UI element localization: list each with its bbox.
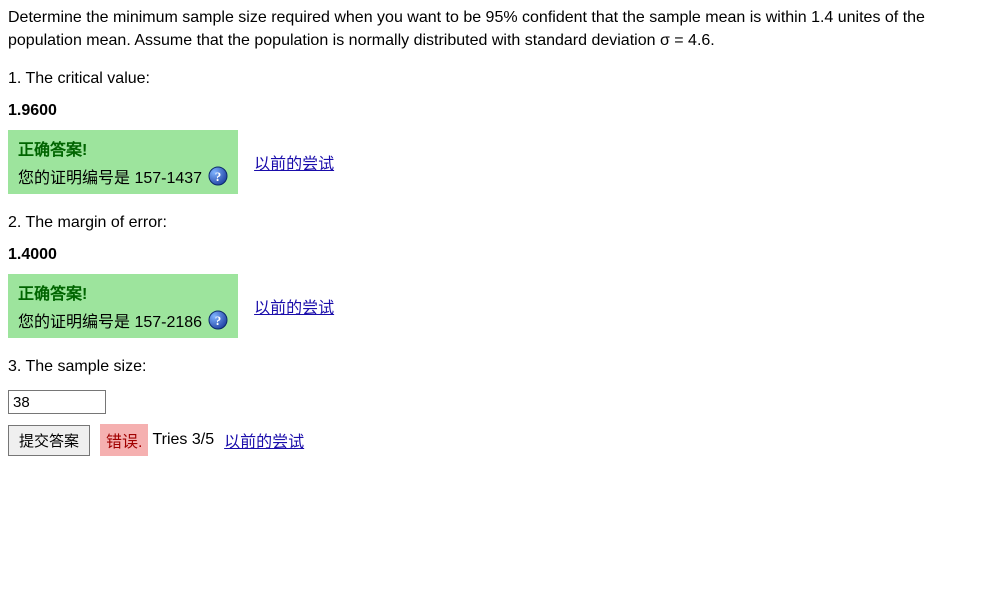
q1-receipt-number: 157-1437: [134, 170, 202, 187]
q1-receipt-text: 您的证明编号是 157-1437: [18, 164, 202, 188]
q1-label: 1. The critical value:: [8, 70, 976, 88]
q2-answer: 1.4000: [8, 246, 976, 264]
q2-receipt-row: 您的证明编号是 157-2186 ?: [18, 308, 228, 332]
q1-receipt-prefix: 您的证明编号是: [18, 170, 134, 187]
q2-correct-box: 正确答案! 您的证明编号是 157-2186 ?: [8, 274, 238, 338]
q2-previous-tries-link[interactable]: 以前的尝试: [254, 294, 334, 318]
q3-label: 3. The sample size:: [8, 358, 976, 376]
help-icon[interactable]: ?: [208, 166, 228, 186]
problem-statement: Determine the minimum sample size requir…: [8, 6, 976, 52]
q2-receipt-prefix: 您的证明编号是: [18, 314, 134, 331]
q2-receipt-text: 您的证明编号是 157-2186: [18, 308, 202, 332]
q2-correct-title: 正确答案!: [18, 280, 228, 304]
q1-feedback-row: 正确答案! 您的证明编号是 157-1437 ? 以前的尝试: [8, 130, 976, 194]
svg-text:?: ?: [215, 313, 222, 328]
q1-receipt-row: 您的证明编号是 157-1437 ?: [18, 164, 228, 188]
help-icon[interactable]: ?: [208, 310, 228, 330]
q3-previous-tries-link[interactable]: 以前的尝试: [224, 428, 304, 452]
q1-previous-tries-link[interactable]: 以前的尝试: [254, 150, 334, 174]
q1-answer: 1.9600: [8, 102, 976, 120]
q3-bottom-row: 提交答案 错误. Tries 3/5 以前的尝试: [8, 424, 976, 456]
q2-receipt-number: 157-2186: [134, 314, 202, 331]
svg-text:?: ?: [215, 169, 222, 184]
q3-answer-input[interactable]: [8, 390, 106, 414]
submit-button[interactable]: 提交答案: [8, 425, 90, 456]
q1-correct-title: 正确答案!: [18, 136, 228, 160]
q1-correct-box: 正确答案! 您的证明编号是 157-1437 ?: [8, 130, 238, 194]
q2-label: 2. The margin of error:: [8, 214, 976, 232]
q3-tries-text: Tries 3/5: [152, 431, 214, 449]
q2-feedback-row: 正确答案! 您的证明编号是 157-2186 ? 以前的尝试: [8, 274, 976, 338]
q3-error-box: 错误.: [100, 424, 148, 456]
